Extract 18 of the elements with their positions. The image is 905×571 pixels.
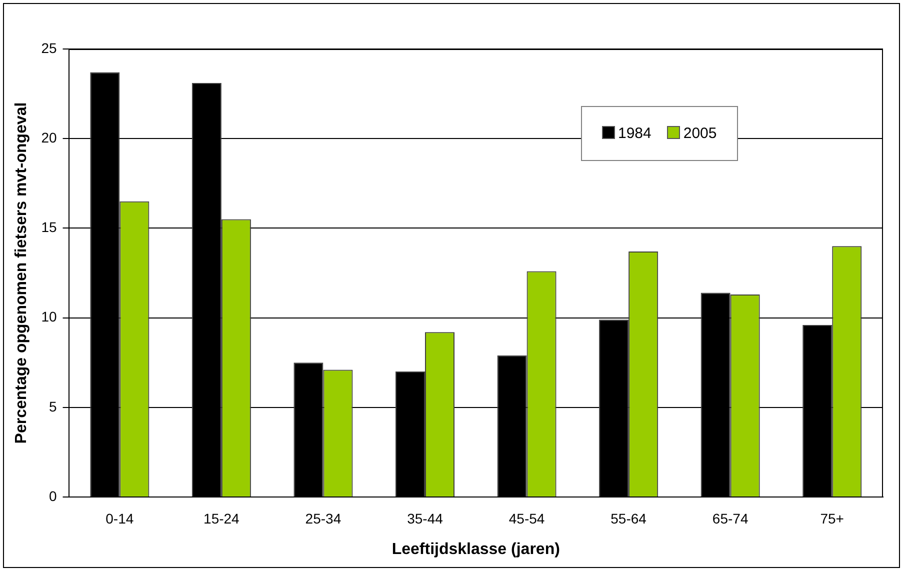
y-tick-label: 25 <box>41 40 57 56</box>
x-tick-label: 75+ <box>820 510 844 526</box>
legend-label: 1984 <box>618 125 652 142</box>
x-tick-label: 55-64 <box>610 510 647 526</box>
y-tick-label: 5 <box>48 398 57 414</box>
x-tick-label: 25-34 <box>305 510 342 526</box>
y-tick-label: 15 <box>41 219 57 236</box>
y-axis-title: Percentage opgenomen fietsers mvt-ongeval <box>13 102 30 444</box>
y-tick-label: 0 <box>48 488 57 504</box>
x-tick-label: 35-44 <box>407 510 444 526</box>
x-tick-label: 15-24 <box>204 510 240 526</box>
legend-label: 2005 <box>683 125 717 142</box>
x-tick-label: 65-74 <box>712 510 748 526</box>
x-tick-label: 0-14 <box>106 510 134 526</box>
x-axis-title: Leeftijdsklasse (jaren) <box>392 540 560 558</box>
y-tick-label: 10 <box>41 308 57 325</box>
y-tick-label: 20 <box>41 129 57 146</box>
x-tick-label: 45-54 <box>508 510 545 526</box>
